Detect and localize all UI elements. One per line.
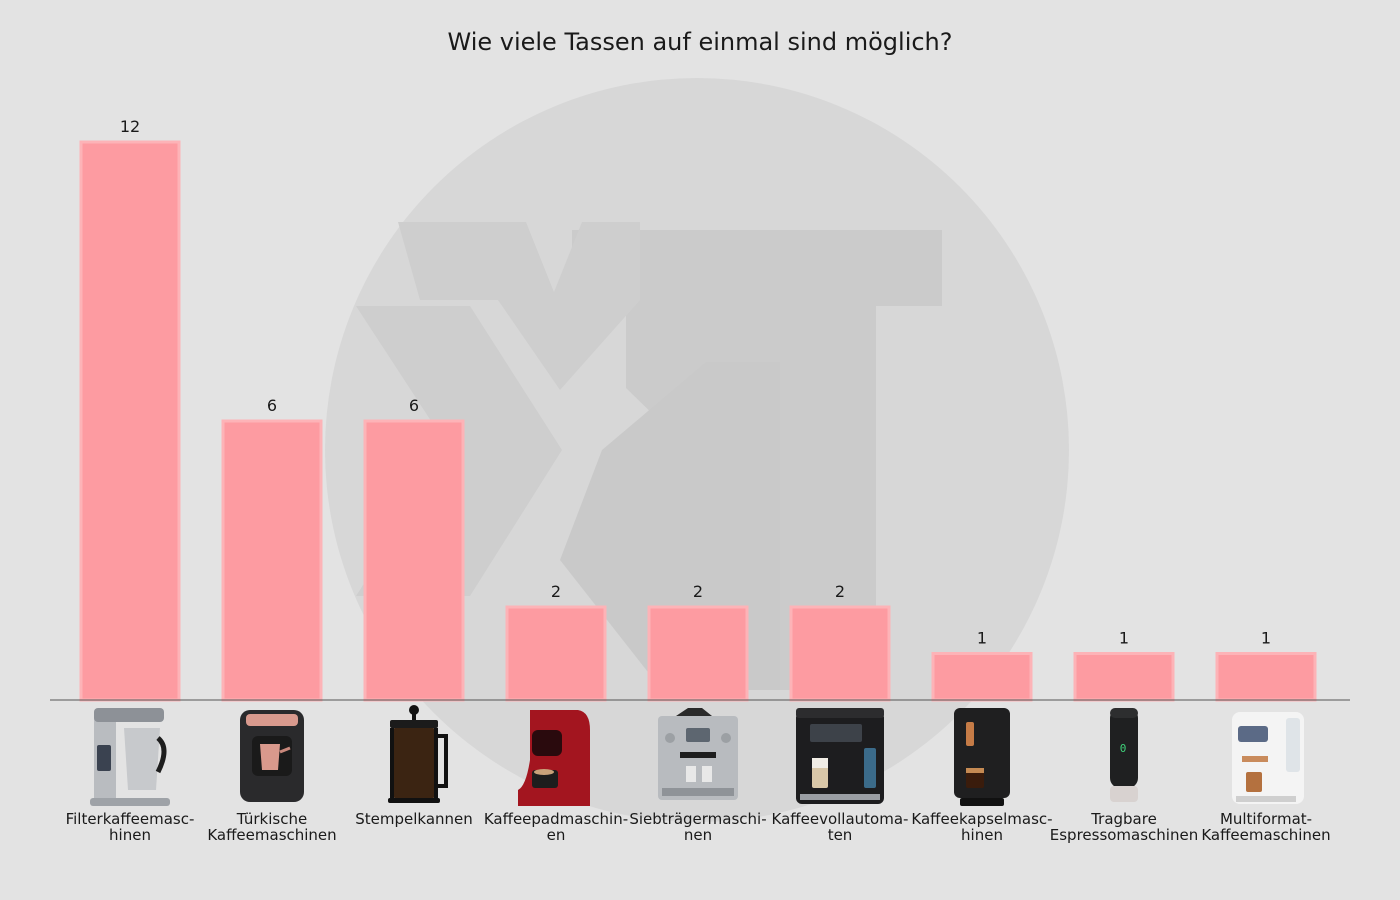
value-label-kaffeekapselmaschinen: 1	[977, 629, 987, 648]
bar-kaffeevollautomaten	[789, 605, 891, 702]
category-label-line: ten	[828, 826, 853, 844]
product-icons-layer: 0	[90, 705, 1304, 806]
category-label-kaffeekapselmaschinen: Kaffeekapselmasc-hinen	[911, 810, 1052, 844]
category-label-line: nen	[684, 826, 712, 844]
value-label-tuerkische-kaffeemaschinen: 6	[267, 396, 277, 415]
category-label-filterkaffeemaschinen: Filterkaffeemasc-hinen	[66, 810, 195, 844]
french-press-icon	[388, 705, 448, 803]
category-label-line: Siebträgermaschi-	[629, 810, 766, 828]
value-label-filterkaffeemaschinen: 12	[120, 117, 140, 136]
category-label-line: Kaffeekapselmasc-	[911, 810, 1052, 828]
value-label-tragbare-espressomaschinen: 1	[1119, 629, 1129, 648]
category-label-line: Türkische	[236, 810, 307, 828]
value-label-siebtraegermaschinen: 2	[693, 582, 703, 601]
category-label-line: Kaffeepadmaschin-	[484, 810, 628, 828]
value-label-kaffeepadmaschinen: 2	[551, 582, 561, 601]
bar-tragbare-espressomaschinen	[1073, 652, 1175, 702]
category-label-line: Espressomaschinen	[1050, 826, 1198, 844]
category-label-line: en	[547, 826, 566, 844]
turkish-coffee-machine-icon	[240, 710, 304, 802]
bar-stempelkannen	[363, 419, 465, 702]
category-label-line: Kaffeevollautoma-	[772, 810, 909, 828]
filter-coffee-machine-icon	[90, 708, 170, 806]
value-label-kaffeevollautomaten: 2	[835, 582, 845, 601]
chart-title: Wie viele Tassen auf einmal sind möglich…	[447, 28, 952, 56]
bar-multiformat-kaffeemaschinen	[1215, 652, 1317, 702]
bar-filterkaffeemaschinen	[79, 140, 181, 702]
category-label-kaffeevollautomaten: Kaffeevollautoma-ten	[772, 810, 909, 844]
category-label-line: hinen	[961, 826, 1003, 844]
category-label-kaffeepadmaschinen: Kaffeepadmaschin-en	[484, 810, 628, 844]
category-label-line: Tragbare	[1090, 810, 1157, 828]
category-label-line: Multiformat-	[1220, 810, 1312, 828]
coffee-pad-machine-icon	[518, 710, 590, 806]
coffee-capsule-machine-icon	[954, 708, 1010, 806]
category-label-tuerkische-kaffeemaschinen: Türkische Kaffeemaschinen	[207, 810, 336, 844]
bar-kaffeekapselmaschinen	[931, 652, 1033, 702]
category-label-line: hinen	[109, 826, 151, 844]
portable-espresso-machine-icon: 0	[1110, 708, 1138, 802]
bars-layer	[79, 140, 1317, 702]
bar-siebtraegermaschinen	[647, 605, 749, 702]
category-label-tragbare-espressomaschinen: Tragbare Espressomaschinen	[1050, 810, 1198, 844]
bar-tuerkische-kaffeemaschinen	[221, 419, 323, 702]
category-label-line: Kaffeemaschinen	[1201, 826, 1330, 844]
category-label-line: Filterkaffeemasc-	[66, 810, 195, 828]
svg-text:0: 0	[1120, 742, 1127, 755]
value-label-stempelkannen: 6	[409, 396, 419, 415]
fully-automatic-coffee-machine-icon	[796, 708, 884, 804]
value-labels-layer: 12 6 6 2 2 2 1 1 1	[120, 117, 1271, 648]
bar-kaffeepadmaschinen	[505, 605, 607, 702]
value-label-multiformat-kaffeemaschinen: 1	[1261, 629, 1271, 648]
portafilter-machine-icon	[658, 708, 738, 800]
category-label-stempelkannen: Stempelkannen	[355, 810, 473, 828]
multiformat-coffee-machine-icon	[1232, 712, 1304, 804]
category-label-multiformat-kaffeemaschinen: Multiformat-Kaffeemaschinen	[1201, 810, 1330, 844]
category-label-line: Kaffeemaschinen	[207, 826, 336, 844]
category-label-siebtraegermaschinen: Siebträgermaschi-nen	[629, 810, 766, 844]
category-label-line: Stempelkannen	[355, 810, 473, 828]
